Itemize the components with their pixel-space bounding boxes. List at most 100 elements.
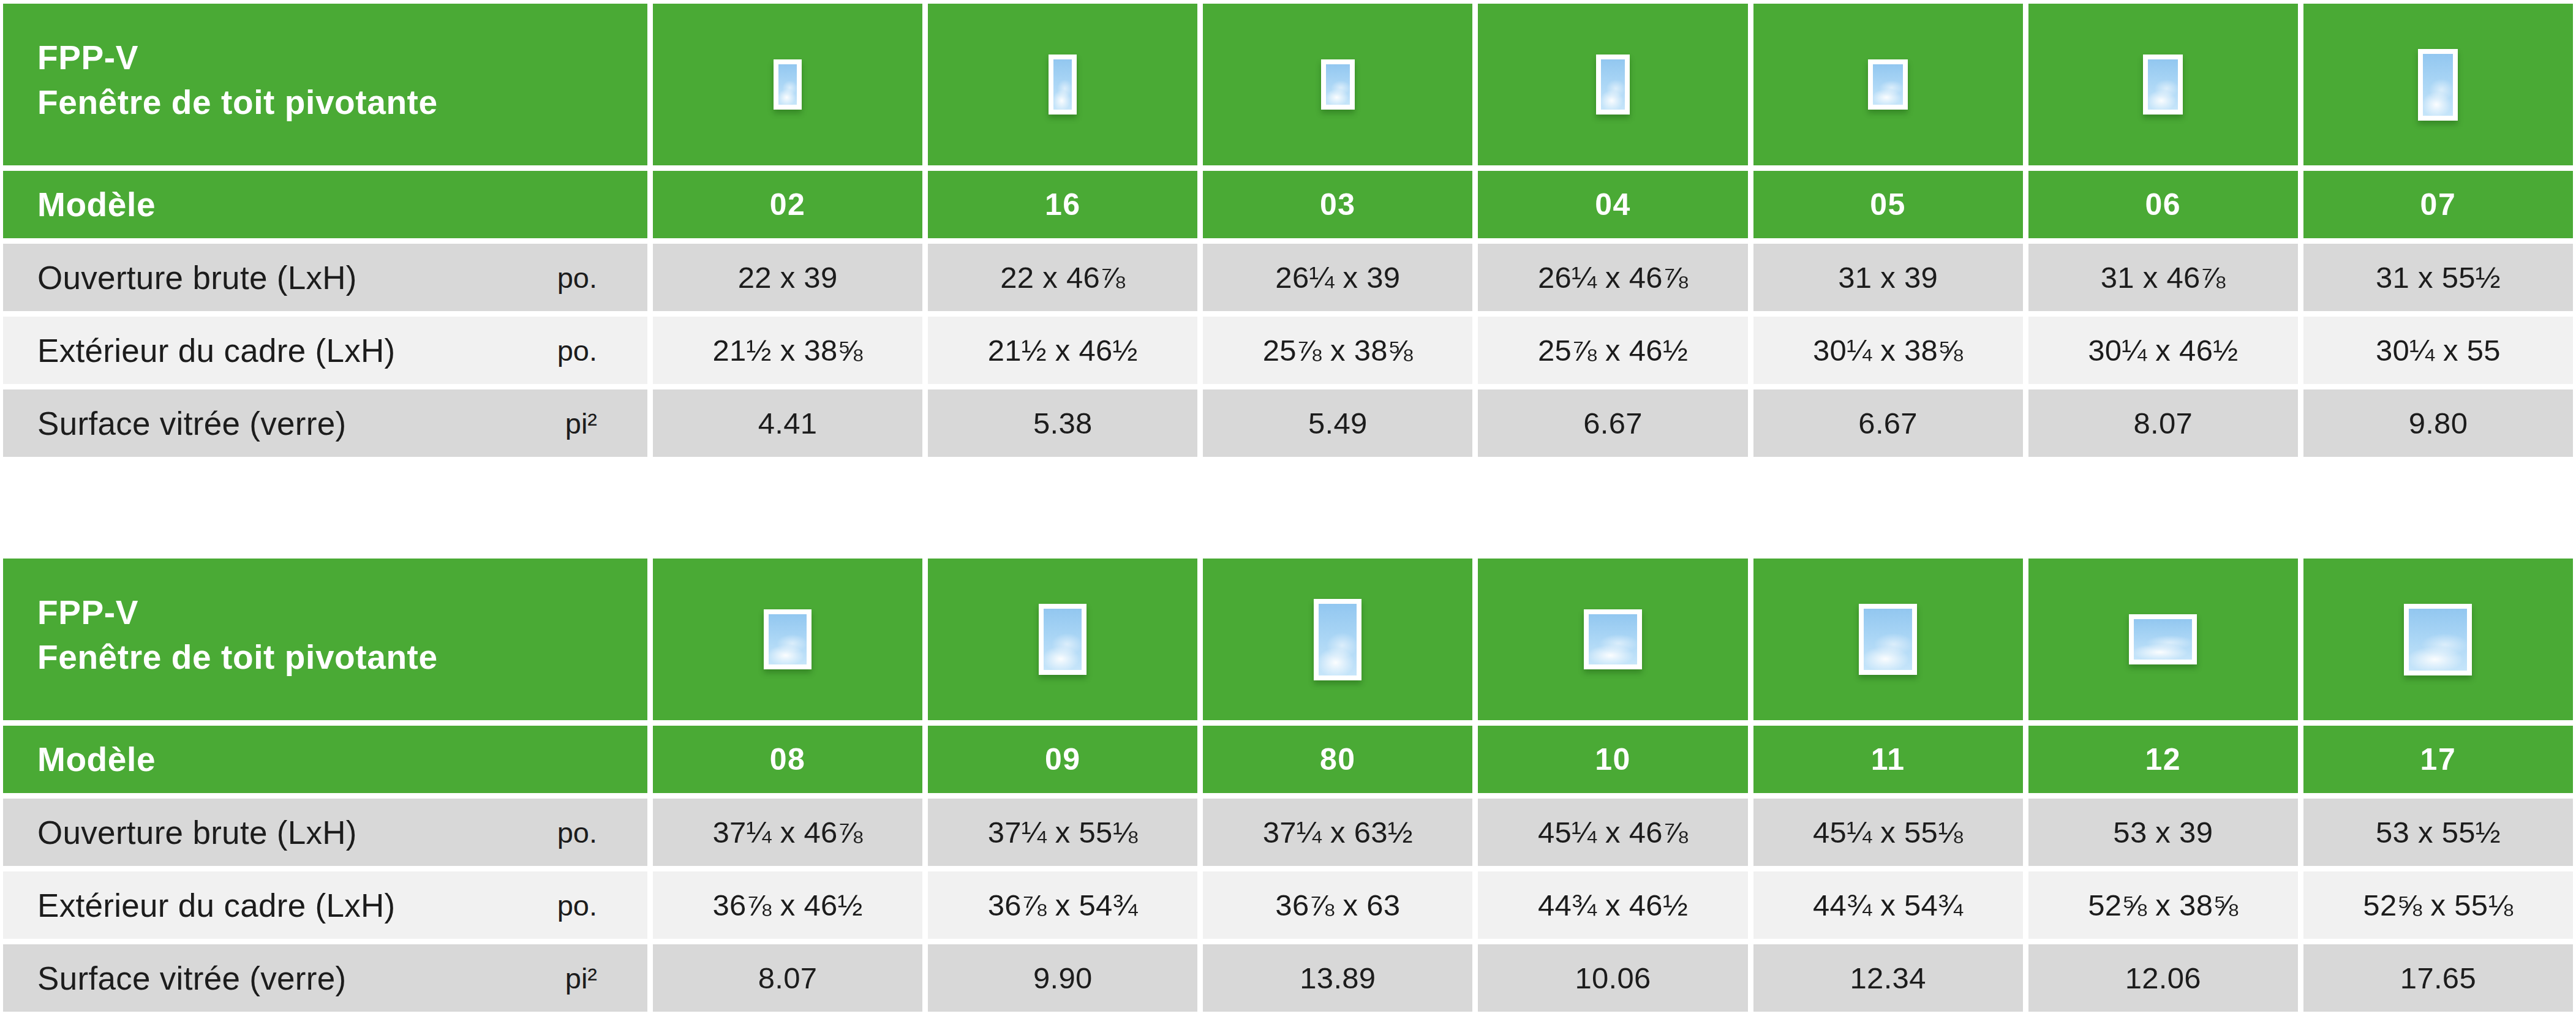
unit-label: po. <box>557 816 597 849</box>
model-row-label: Modèle <box>3 726 647 793</box>
spec-value: 30¼ x 55 <box>2303 317 2573 384</box>
spec-value: 45¼ x 55⅛ <box>1753 799 2023 866</box>
window-glass <box>769 614 807 664</box>
spec-table-fppv-1: FPP-V Fenêtre de toit pivotante Modèle 0… <box>3 4 2573 457</box>
spec-value: 31 x 55½ <box>2303 244 2573 311</box>
window-glass <box>1873 64 1903 105</box>
spec-value: 13.89 <box>1203 944 1472 1012</box>
row-label: Ouverture brute (LxH) <box>37 259 357 296</box>
window-icon <box>1314 599 1361 680</box>
model-number: 08 <box>653 726 922 793</box>
window-icon-cell <box>928 4 1197 165</box>
unit-label: po. <box>557 889 597 922</box>
window-glass <box>1319 604 1357 675</box>
window-icon <box>2143 55 2183 115</box>
spec-value: 31 x 46⅞ <box>2028 244 2298 311</box>
spec-value: 37¼ x 63½ <box>1203 799 1472 866</box>
spec-value: 6.67 <box>1478 389 1747 457</box>
window-icon <box>2404 604 2472 675</box>
window-icon <box>1584 609 1642 669</box>
spec-row-label-cell: Surface vitrée (verre) pi² <box>3 944 647 1012</box>
window-icon-cell <box>2303 559 2573 720</box>
skylight-spec-sheet: FPP-V Fenêtre de toit pivotante Modèle 0… <box>0 0 2576 1027</box>
product-code: FPP-V <box>37 36 438 80</box>
spec-value: 4.41 <box>653 389 922 457</box>
spec-row-label-cell: Ouverture brute (LxH) po. <box>3 244 647 311</box>
window-glass <box>1601 59 1625 110</box>
window-icon-cell <box>1478 559 1747 720</box>
window-icon-cell <box>1753 559 2023 720</box>
window-icon-cell <box>1203 4 1472 165</box>
spec-value: 36⅞ x 46½ <box>653 871 922 939</box>
row-label: Extérieur du cadre (LxH) <box>37 332 396 369</box>
model-number: 09 <box>928 726 1197 793</box>
window-glass <box>1326 64 1350 105</box>
spec-row-label-cell: Ouverture brute (LxH) po. <box>3 799 647 866</box>
model-number: 10 <box>1478 726 1747 793</box>
product-header: FPP-V Fenêtre de toit pivotante <box>3 4 647 165</box>
row-label: Ouverture brute (LxH) <box>37 814 357 851</box>
product-description: Fenêtre de toit pivotante <box>37 80 438 125</box>
spec-value: 44¾ x 46½ <box>1478 871 1747 939</box>
spec-value: 12.06 <box>2028 944 2298 1012</box>
window-glass <box>1589 614 1637 664</box>
spec-value: 36⅞ x 54¾ <box>928 871 1197 939</box>
spec-value: 9.90 <box>928 944 1197 1012</box>
spec-value: 52⅝ x 38⅝ <box>2028 871 2298 939</box>
product-title: FPP-V Fenêtre de toit pivotante <box>37 36 438 125</box>
model-number: 04 <box>1478 171 1747 238</box>
window-icon-cell <box>1203 559 1472 720</box>
unit-label: po. <box>557 334 597 367</box>
window-glass <box>2409 609 2467 671</box>
window-icon-cell <box>1478 4 1747 165</box>
spec-value: 9.80 <box>2303 389 2573 457</box>
model-number: 80 <box>1203 726 1472 793</box>
window-icon <box>2418 49 2458 121</box>
row-label: Surface vitrée (verre) <box>37 405 346 442</box>
model-number: 06 <box>2028 171 2298 238</box>
window-icon-cell <box>653 4 922 165</box>
window-icon <box>1859 604 1917 675</box>
window-glass <box>1053 59 1072 110</box>
spec-value: 6.67 <box>1753 389 2023 457</box>
model-number: 03 <box>1203 171 1472 238</box>
spec-value: 25⅞ x 38⅝ <box>1203 317 1472 384</box>
spec-value: 26¼ x 46⅞ <box>1478 244 1747 311</box>
unit-label: pi² <box>565 961 597 995</box>
window-icon-cell <box>928 559 1197 720</box>
product-code: FPP-V <box>37 590 438 635</box>
window-icon <box>1321 59 1355 110</box>
model-row-label: Modèle <box>3 171 647 238</box>
window-glass <box>778 64 797 105</box>
spec-table-fppv-2: FPP-V Fenêtre de toit pivotante Modèle 0… <box>3 559 2573 1012</box>
spec-value: 52⅝ x 55⅛ <box>2303 871 2573 939</box>
spec-value: 10.06 <box>1478 944 1747 1012</box>
window-glass <box>1044 609 1082 670</box>
spec-row-label-cell: Extérieur du cadre (LxH) po. <box>3 871 647 939</box>
spec-value: 8.07 <box>2028 389 2298 457</box>
product-description: Fenêtre de toit pivotante <box>37 635 438 680</box>
model-number: 12 <box>2028 726 2298 793</box>
window-icon-cell <box>1753 4 2023 165</box>
model-number: 17 <box>2303 726 2573 793</box>
window-glass <box>2423 54 2453 116</box>
spec-row-label-cell: Extérieur du cadre (LxH) po. <box>3 317 647 384</box>
spec-value: 37¼ x 46⅞ <box>653 799 922 866</box>
window-icon <box>774 59 802 110</box>
unit-label: pi² <box>565 407 597 440</box>
product-title: FPP-V Fenêtre de toit pivotante <box>37 590 438 680</box>
spec-value: 22 x 39 <box>653 244 922 311</box>
window-icon-cell <box>2028 559 2298 720</box>
spec-value: 53 x 55½ <box>2303 799 2573 866</box>
model-number: 02 <box>653 171 922 238</box>
unit-label: po. <box>557 261 597 295</box>
spec-value: 30¼ x 46½ <box>2028 317 2298 384</box>
spec-value: 44¾ x 54¾ <box>1753 871 2023 939</box>
spec-value: 5.49 <box>1203 389 1472 457</box>
window-glass <box>1864 609 1912 670</box>
window-icon <box>764 609 812 669</box>
spec-value: 17.65 <box>2303 944 2573 1012</box>
spec-value: 21½ x 46½ <box>928 317 1197 384</box>
model-number: 16 <box>928 171 1197 238</box>
row-label: Surface vitrée (verre) <box>37 960 346 997</box>
